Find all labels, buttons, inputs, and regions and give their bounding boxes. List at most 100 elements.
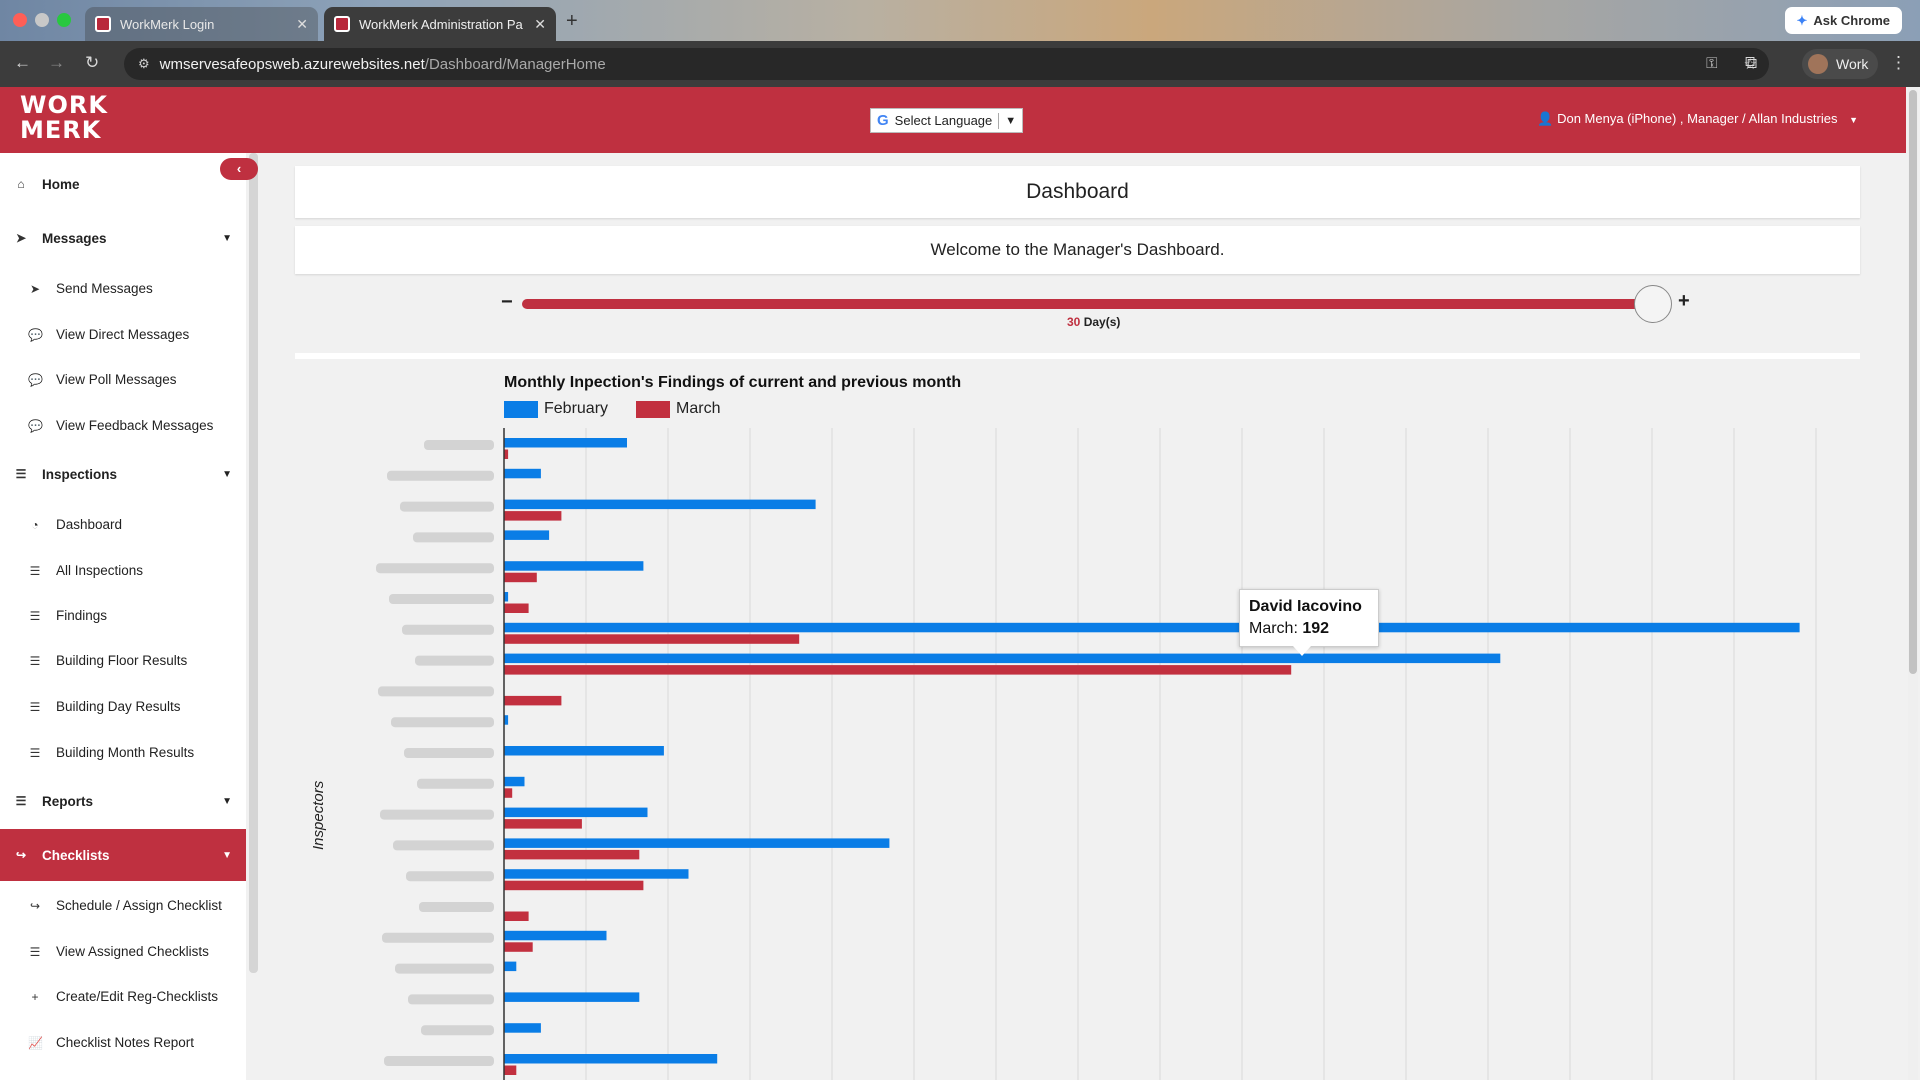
sidebar-item-dashboard[interactable]: ◔ Dashboard [0,502,246,547]
sidebar-item-view-direct-messages[interactable]: 💬 View Direct Messages [0,312,246,357]
bar-february[interactable] [504,807,648,818]
bar-march[interactable] [504,449,509,460]
bookmark-star-icon[interactable]: ☆ [1743,56,1757,73]
bar-february[interactable] [504,961,517,972]
bar-february[interactable] [504,746,664,756]
sidebar-item-view-poll-messages[interactable]: 💬 View Poll Messages [0,357,246,402]
window-maximize-button[interactable] [57,13,71,27]
bar-february[interactable] [504,1023,541,1033]
bar-march[interactable] [504,849,640,860]
sidebar-item-all-inspections[interactable]: ☰ All Inspections [0,548,246,593]
back-arrow-icon[interactable]: ← [14,53,31,72]
page-scrollbar-thumb[interactable] [1909,90,1917,674]
browser-tab-admin[interactable]: WorkMerk Administration Pa ✕ [324,7,556,41]
sidebar-item-label: Checklists [42,847,110,863]
url-field[interactable]: ⚙ wmservesafeopsweb.azurewebsites.net/Da… [124,48,1769,80]
sidebar-item-schedule-assign-checklist[interactable]: ↪ Schedule / Assign Checklist [0,883,246,928]
inspector-name-label-blurred [384,1056,494,1066]
user-menu[interactable]: 👤 Don Menya (iPhone) , Manager / Allan I… [1537,111,1858,127]
sidebar-item-label: Inspections [42,466,118,482]
sidebar-item-send-messages[interactable]: ➤ Send Messages [0,266,246,311]
list-icon: ☰ [15,467,27,481]
bar-march[interactable] [504,788,513,798]
sidebar-item-checklists[interactable]: ↪ Checklists ▼ [0,829,246,881]
bar-february[interactable] [504,438,627,448]
bar-march[interactable] [504,942,533,952]
bar-february[interactable] [504,622,1800,633]
bar-march[interactable] [504,603,529,614]
bar-march[interactable] [504,819,582,829]
divider [998,112,1000,129]
bar-march[interactable] [504,1065,517,1076]
bar-february[interactable] [504,776,525,787]
workmerk-logo[interactable]: WORK MERK [20,93,107,147]
sidebar-item-view-feedback-messages[interactable]: 💬 View Feedback Messages [0,403,246,448]
bar-february[interactable] [504,499,816,510]
bar-february[interactable] [504,869,689,879]
sidebar-item-building-floor-results[interactable]: ☰ Building Floor Results [0,638,246,683]
close-icon[interactable]: ✕ [534,15,546,32]
sidebar-item-reports[interactable]: ☰ Reports ▼ [0,776,246,826]
inspector-name-label-blurred [376,563,494,574]
bar-february[interactable] [504,715,509,725]
sidebar-scrollbar[interactable] [249,153,258,973]
site-info-icon[interactable]: ⚙ [138,56,150,71]
url-path: /Dashboard/ManagerHome [424,55,606,73]
bar-march[interactable] [504,634,800,644]
tab-search-icon[interactable]: ⧉ [1745,53,1758,72]
window-close-button[interactable] [13,13,27,27]
slider-decrease-button[interactable]: − [501,291,513,313]
sidebar-item-checklist-notes-report[interactable]: 📈 Checklist Notes Report [0,1020,246,1065]
bar-february[interactable] [504,561,644,571]
bar-march[interactable] [504,572,537,583]
bar-february[interactable] [504,592,509,602]
sidebar-item-building-day-results[interactable]: ☰ Building Day Results [0,684,246,729]
bar-march[interactable] [504,880,644,891]
sidebar-item-inspections[interactable]: ☰ Inspections ▼ [0,449,246,499]
language-select[interactable]: G Select Language ▼ [870,108,1024,133]
days-slider-track[interactable] [522,299,1652,309]
inspector-name-label-blurred [393,840,494,851]
caret-down-icon: ▼ [1849,115,1858,125]
sidebar-collapse-button[interactable]: ‹ [220,158,258,180]
sidebar-item-home[interactable]: ⌂ Home [0,159,246,209]
sidebar-item-building-month-results[interactable]: ☰ Building Month Results [0,730,246,775]
bar-february[interactable] [504,838,890,848]
sidebar-item-view-assigned-checklists[interactable]: ☰ View Assigned Checklists [0,929,246,974]
bar-march[interactable] [504,511,562,521]
sidebar-item-findings[interactable]: ☰ Findings [0,593,246,638]
sidebar-item-label: View Assigned Checklists [56,944,209,959]
bar-february[interactable] [504,468,541,479]
bar-february[interactable] [504,992,640,1002]
password-key-icon[interactable]: ⚿ [1706,55,1718,72]
bar-march[interactable] [504,665,1292,675]
bar-february[interactable] [504,530,550,540]
bar-february[interactable] [504,1054,718,1064]
browser-tab-login[interactable]: WorkMerk Login ✕ [85,7,318,41]
bar-february[interactable] [504,653,1501,664]
sidebar-item-create-edit-reg-checklists[interactable]: + Create/Edit Reg-Checklists [0,974,246,1019]
bar-march[interactable] [504,911,529,922]
findings-bar-chart [376,428,1817,1080]
window-minimize-button[interactable] [35,13,49,27]
inspector-name-label-blurred [404,748,494,758]
reload-icon[interactable]: ↻ [85,53,100,72]
legend-item-march[interactable]: March [636,400,720,418]
chart-title: Monthly Inpection's Findings of current … [504,374,962,391]
new-tab-button[interactable]: + [566,10,578,32]
sidebar-item-messages[interactable]: ➤ Messages ▼ [0,213,246,263]
language-select-label: Select Language [894,113,993,128]
slider-increase-button[interactable]: + [1678,290,1690,312]
tooltip-name: David Iacovino [1249,598,1362,615]
caret-down-icon: ▼ [222,849,232,861]
close-icon[interactable]: ✕ [296,15,308,32]
days-slider-handle[interactable] [1634,285,1672,323]
bar-february[interactable] [504,930,607,941]
legend-item-february[interactable]: February [504,400,608,418]
more-menu-icon[interactable]: ⋮ [1890,53,1907,72]
ask-chrome-button[interactable]: ✦ Ask Chrome [1784,7,1902,34]
bar-march[interactable] [504,695,562,706]
profile-button[interactable]: Work [1802,49,1879,79]
dropdown-arrow-icon: ▼ [1005,114,1017,127]
forward-arrow-icon[interactable]: → [48,53,65,72]
